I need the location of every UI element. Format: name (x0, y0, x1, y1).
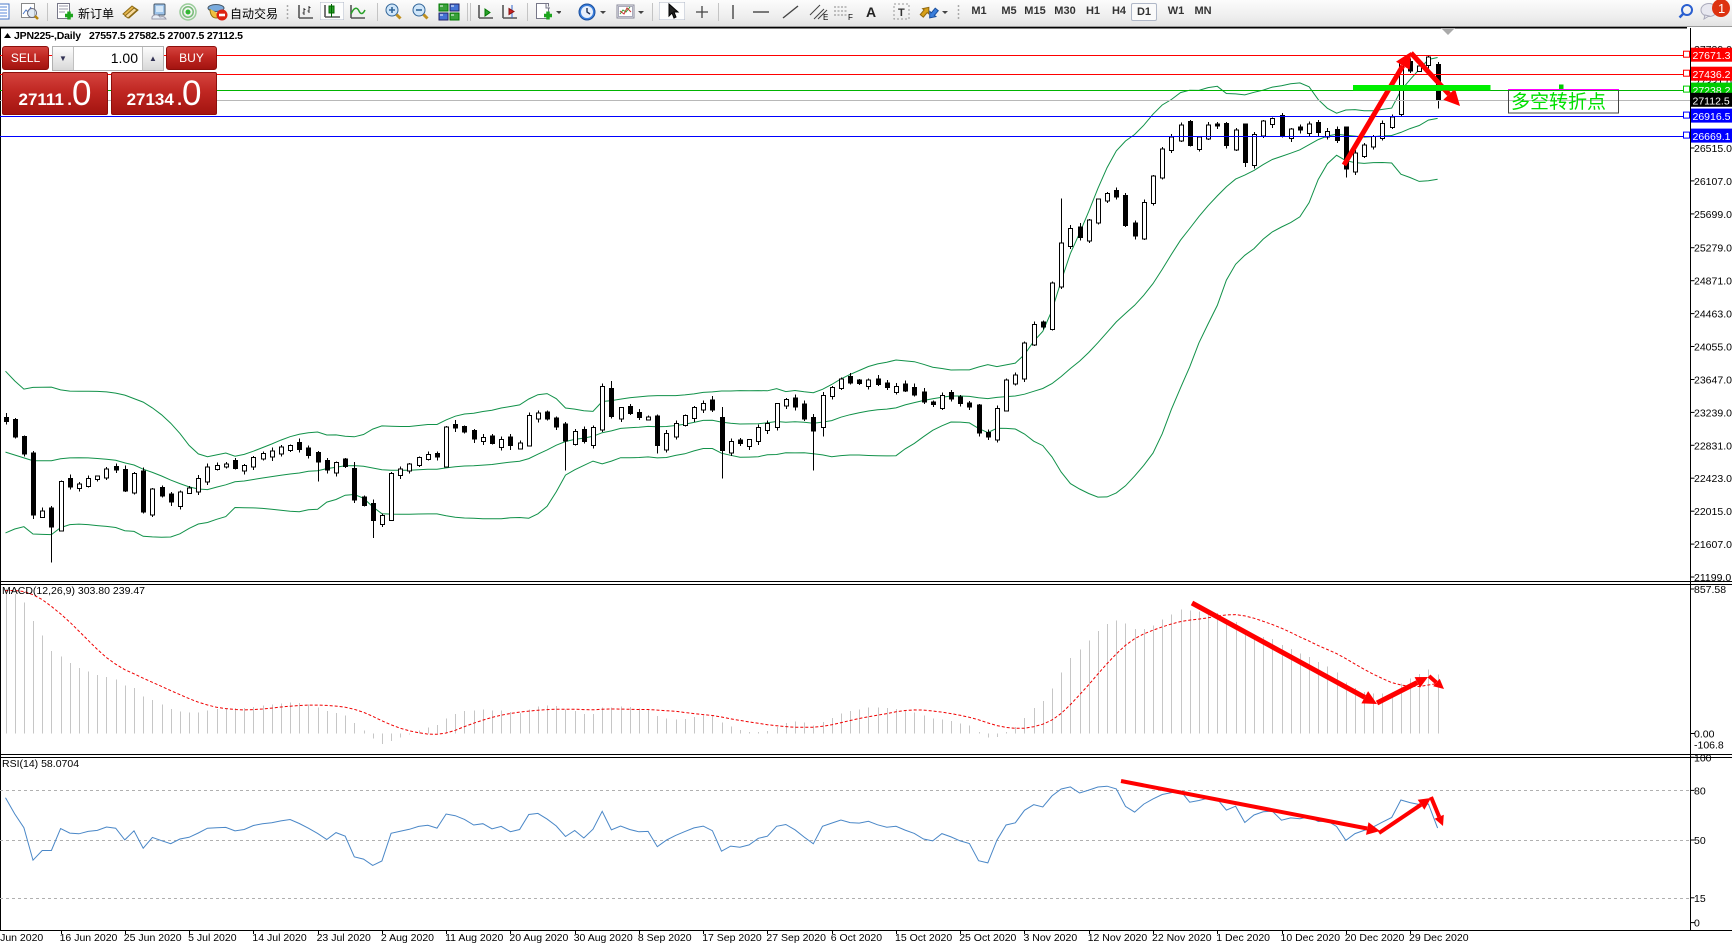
svg-text:6 Oct 2020: 6 Oct 2020 (831, 932, 883, 944)
svg-text:2 Aug 2020: 2 Aug 2020 (381, 932, 434, 944)
svg-text:F: F (848, 13, 853, 21)
svg-text:JPN225-,Daily 27557.5 27582.: JPN225-,Daily 27557.5 27582.5 27007.5 27… (14, 30, 243, 42)
svg-text:16 Jun 2020: 16 Jun 2020 (60, 932, 118, 944)
svg-text:25 Jun 2020: 25 Jun 2020 (124, 932, 182, 944)
svg-text:3 Nov 2020: 3 Nov 2020 (1024, 932, 1078, 944)
svg-text:22 Nov 2020: 22 Nov 2020 (1152, 932, 1212, 944)
svg-text:50: 50 (1694, 835, 1706, 847)
svg-text:20 Dec 2020: 20 Dec 2020 (1345, 932, 1405, 944)
svg-text:23239.0: 23239.0 (1694, 407, 1732, 419)
svg-text:26515.0: 26515.0 (1694, 143, 1732, 155)
svg-text:23647.0: 23647.0 (1694, 375, 1732, 387)
svg-text:14 Jul 2020: 14 Jul 2020 (252, 932, 306, 944)
svg-text:21607.0: 21607.0 (1694, 539, 1732, 551)
svg-text:27 Sep 2020: 27 Sep 2020 (766, 932, 826, 944)
svg-text:26669.1: 26669.1 (1693, 131, 1731, 143)
svg-text:10 Dec 2020: 10 Dec 2020 (1281, 932, 1341, 944)
svg-text:26107.0: 26107.0 (1694, 176, 1732, 188)
svg-text:-106.8: -106.8 (1694, 740, 1724, 752)
svg-text:0.00: 0.00 (1694, 729, 1715, 741)
svg-text:25279.0: 25279.0 (1694, 243, 1732, 255)
svg-text:27436.2: 27436.2 (1693, 69, 1731, 81)
svg-text:MACD(12,26,9) 303.80 239.47: MACD(12,26,9) 303.80 239.47 (2, 585, 145, 597)
svg-text:15: 15 (1694, 893, 1706, 905)
svg-text:23 Jul 2020: 23 Jul 2020 (317, 932, 371, 944)
svg-text:15 Oct 2020: 15 Oct 2020 (895, 932, 952, 944)
svg-text:27112.5: 27112.5 (1693, 95, 1730, 107)
svg-text:8 Sep 2020: 8 Sep 2020 (638, 932, 692, 944)
svg-text:80: 80 (1694, 785, 1706, 797)
svg-text:22423.0: 22423.0 (1694, 473, 1732, 485)
svg-text:20 Aug 2020: 20 Aug 2020 (509, 932, 568, 944)
svg-text:T: T (898, 7, 905, 19)
svg-text:25699.0: 25699.0 (1694, 209, 1732, 221)
svg-text:26916.5: 26916.5 (1693, 111, 1731, 123)
svg-text:5 Jul 2020: 5 Jul 2020 (188, 932, 237, 944)
svg-text:RSI(14) 58.0704: RSI(14) 58.0704 (2, 758, 79, 770)
svg-text:22015.0: 22015.0 (1694, 506, 1732, 518)
svg-text:30 Aug 2020: 30 Aug 2020 (574, 932, 633, 944)
svg-text:17 Sep 2020: 17 Sep 2020 (702, 932, 762, 944)
svg-text:1 Dec 2020: 1 Dec 2020 (1216, 932, 1270, 944)
svg-text:0: 0 (1694, 918, 1700, 930)
svg-text:24463.0: 24463.0 (1694, 309, 1732, 321)
svg-text:27671.3: 27671.3 (1693, 50, 1731, 62)
svg-text:多空转折点: 多空转折点 (1511, 91, 1606, 113)
svg-text:8 Jun 2020: 8 Jun 2020 (0, 932, 43, 944)
svg-text:24055.0: 24055.0 (1694, 342, 1732, 354)
svg-text:11 Aug 2020: 11 Aug 2020 (445, 932, 503, 944)
svg-text:12 Nov 2020: 12 Nov 2020 (1088, 932, 1148, 944)
svg-text:100: 100 (1694, 752, 1712, 764)
svg-text:24871.0: 24871.0 (1694, 276, 1732, 288)
svg-text:857.58: 857.58 (1694, 584, 1726, 596)
svg-text:1: 1 (1718, 1, 1725, 16)
svg-text:E: E (823, 13, 828, 21)
svg-text:29 Dec 2020: 29 Dec 2020 (1409, 932, 1469, 944)
svg-text:22831.0: 22831.0 (1694, 440, 1732, 452)
svg-text:21199.0: 21199.0 (1694, 572, 1731, 584)
svg-text:25 Oct 2020: 25 Oct 2020 (959, 932, 1016, 944)
